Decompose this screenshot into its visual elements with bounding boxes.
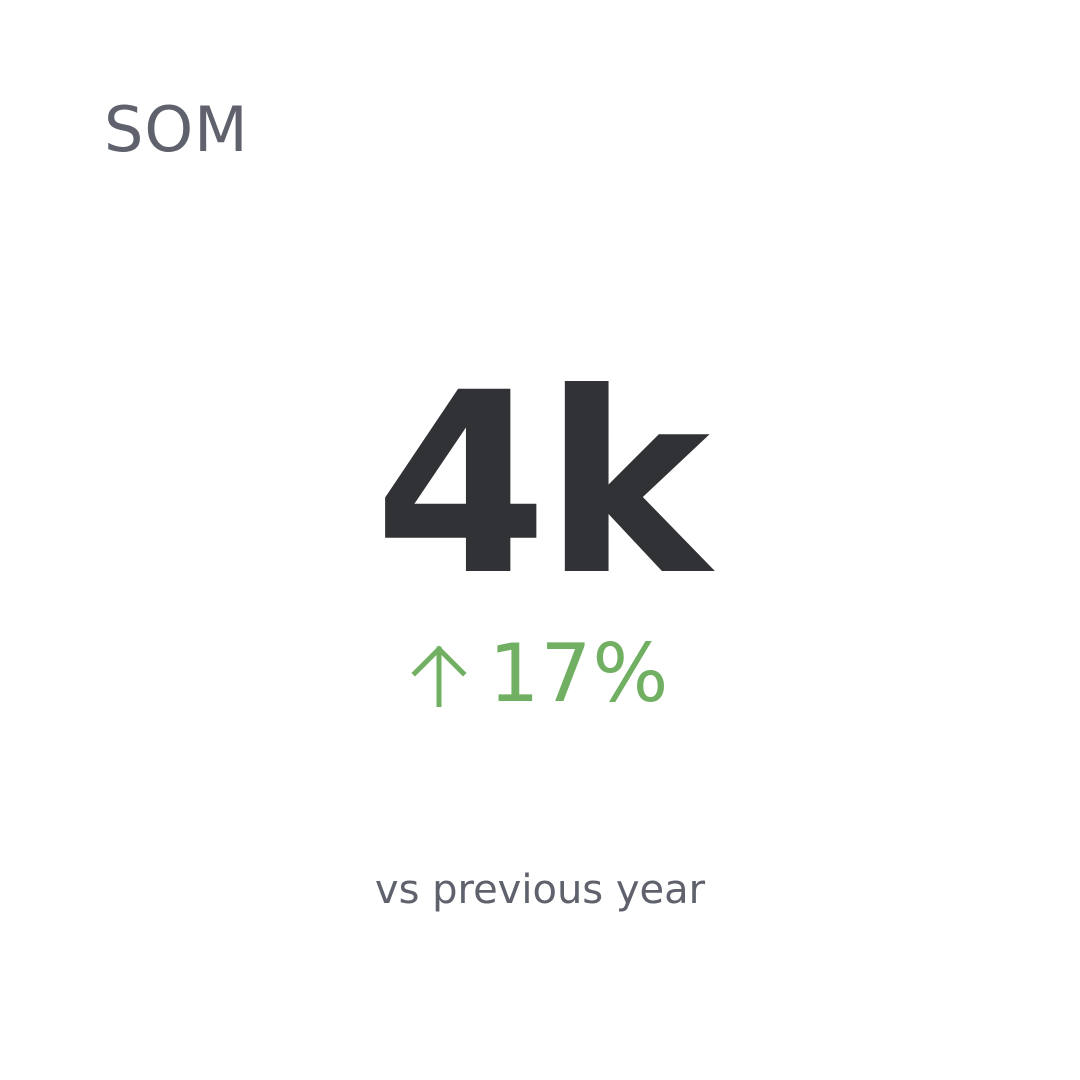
widget-title: SOM [104,93,249,166]
change-percentage: 17% [488,627,670,720]
metric-change: 17% [0,628,1080,720]
comparison-label: vs previous year [374,867,706,913]
metric-value: 4k [373,339,710,630]
arrow-up-icon [411,645,467,708]
